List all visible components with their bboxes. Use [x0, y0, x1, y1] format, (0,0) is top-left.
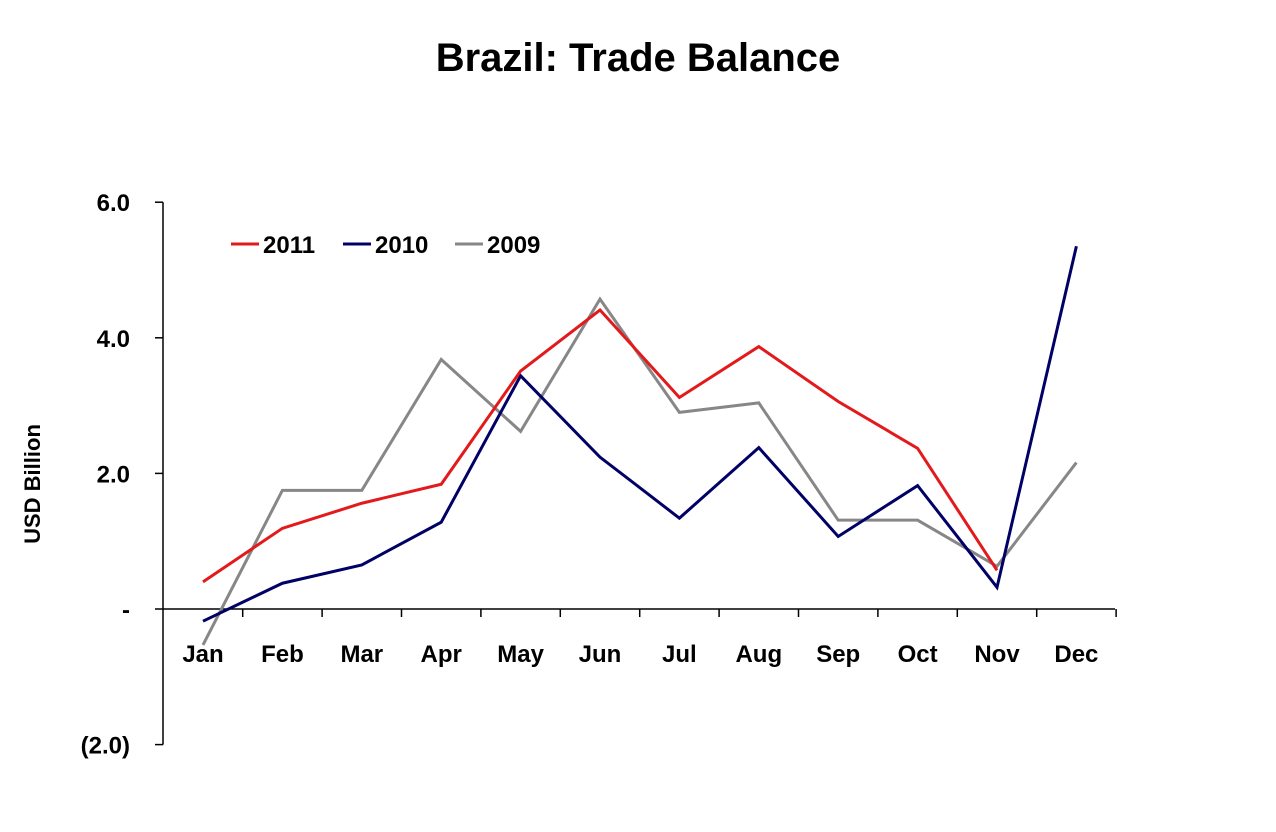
y-tick-label: 2.0 [97, 461, 130, 488]
series-lines [201, 245, 1078, 646]
series-line-2010 [202, 245, 1078, 623]
x-tick-label: Feb [261, 641, 304, 668]
y-tick-label: 6.0 [97, 190, 130, 217]
series-line-2009 [201, 296, 1078, 646]
y-tick-label: (2.0) [81, 733, 130, 760]
x-tick-label: Nov [974, 641, 1020, 668]
y-tick-label: 4.0 [97, 326, 130, 353]
x-tick-label: Sep [816, 641, 860, 668]
legend-label-2009: 2009 [487, 232, 540, 259]
x-tick-label: May [497, 641, 544, 668]
legend-label-2011: 2011 [263, 232, 315, 259]
x-tick-label: Jun [579, 641, 622, 668]
y-axis-label: USD Billion [20, 424, 45, 544]
x-tick-label: Oct [898, 641, 938, 668]
y-tick-label: - [122, 597, 130, 624]
series-line-2011 [202, 307, 999, 584]
x-tick-label: Aug [735, 641, 782, 668]
x-tick-label: Jan [182, 641, 223, 668]
legend: 2011 2010 2009 [231, 232, 540, 259]
axes: 6.0 4.0 2.0 - (2.0) Jan Feb Mar Apr May Jun Jul Aug S… [81, 190, 1117, 760]
chart-title: Brazil: Trade Balance [435, 36, 841, 80]
x-tick-label: Mar [340, 641, 383, 668]
x-tick-label: Apr [421, 641, 462, 668]
x-tick-label: Jul [662, 641, 697, 668]
legend-label-2010: 2010 [375, 232, 428, 259]
x-tick-label: Dec [1054, 641, 1098, 668]
